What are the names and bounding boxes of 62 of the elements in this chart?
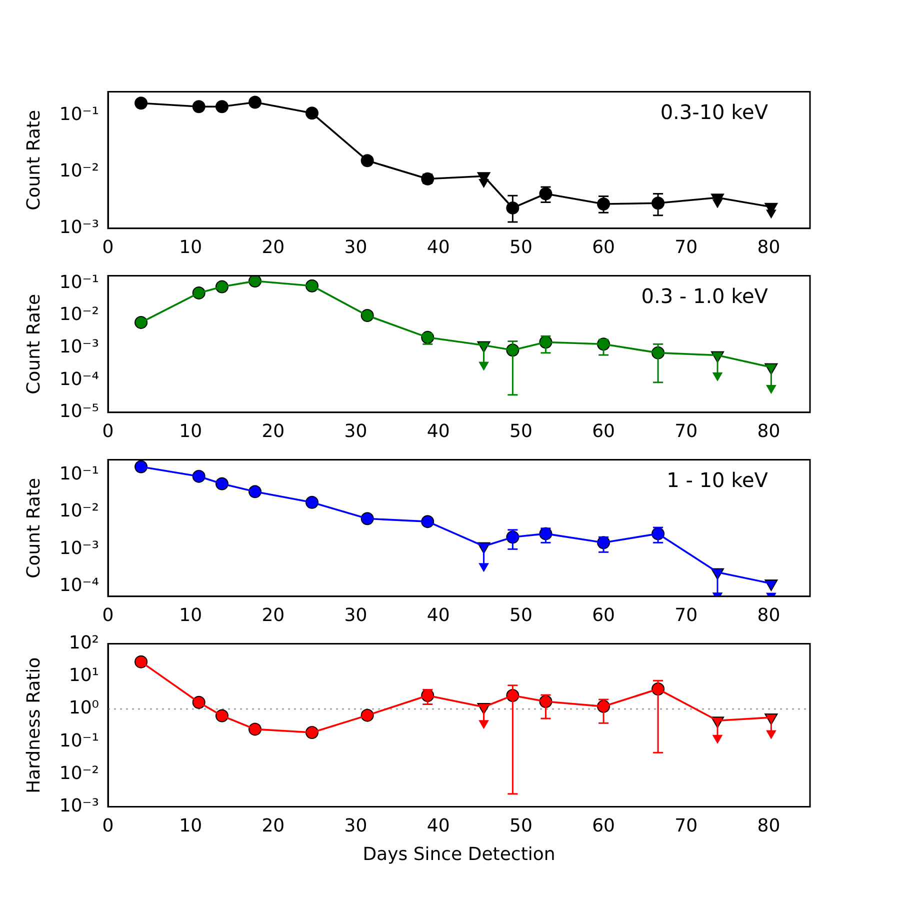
y-tick-label: 10⁻² bbox=[59, 304, 99, 326]
x-tick-label: 40 bbox=[426, 236, 450, 258]
x-tick-label: 20 bbox=[262, 420, 285, 442]
y-axis-title: Count Rate bbox=[23, 478, 44, 578]
annotation: 1 - 10 keV bbox=[666, 468, 768, 492]
y-tick-label: 10⁻³ bbox=[59, 336, 99, 358]
x-tick-label: 40 bbox=[426, 815, 450, 836]
x-tick-label: 30 bbox=[344, 604, 368, 626]
y-tick-label: 10⁻³ bbox=[59, 538, 99, 559]
x-tick-label: 20 bbox=[262, 236, 285, 258]
y-tick-label: 10⁻² bbox=[59, 762, 99, 784]
x-tick-label: 10 bbox=[179, 815, 202, 836]
x-tick-label: 80 bbox=[757, 815, 780, 836]
y-axis-title: Count Rate bbox=[23, 294, 44, 394]
x-tick-label: 50 bbox=[509, 420, 532, 442]
annotation: 0.3 - 1.0 keV bbox=[641, 284, 768, 308]
x-tick-label: 70 bbox=[674, 815, 698, 836]
x-tick-label: 80 bbox=[757, 420, 780, 442]
y-tick-label: 10⁻¹ bbox=[59, 730, 99, 752]
x-tick-label: 70 bbox=[674, 236, 698, 258]
x-tick-label: 20 bbox=[262, 815, 285, 836]
x-tick-label: 20 bbox=[262, 604, 285, 626]
y-axis-title: Hardness Ratio bbox=[23, 657, 44, 794]
x-tick-label: 50 bbox=[509, 236, 532, 258]
y-tick-label: 10⁻¹ bbox=[59, 104, 99, 125]
y-tick-label: 10⁻³ bbox=[59, 217, 99, 238]
x-tick-label: 80 bbox=[757, 604, 780, 626]
y-tick-label: 10⁻² bbox=[59, 500, 99, 522]
x-tick-label: 40 bbox=[426, 420, 450, 442]
x-tick-label: 60 bbox=[592, 604, 615, 626]
x-tick-label: 30 bbox=[344, 420, 368, 442]
y-tick-label: 10⁻⁴ bbox=[59, 575, 99, 596]
x-tick-label: 0 bbox=[102, 236, 114, 258]
y-tick-label: 10⁻¹ bbox=[59, 272, 99, 293]
y-tick-label: 10⁰ bbox=[68, 698, 99, 719]
x-tick-label: 30 bbox=[344, 236, 368, 258]
x-tick-label: 10 bbox=[179, 236, 202, 258]
x-axis-title: Days Since Detection bbox=[362, 844, 556, 865]
y-tick-label: 10⁻⁴ bbox=[59, 368, 99, 390]
x-tick-label: 10 bbox=[179, 604, 202, 626]
x-tick-label: 30 bbox=[344, 815, 368, 836]
y-tick-label: 10⁻³ bbox=[59, 795, 99, 816]
annotation: 0.3-10 keV bbox=[660, 100, 768, 124]
x-tick-label: 0 bbox=[102, 815, 114, 836]
x-tick-label: 60 bbox=[592, 420, 615, 442]
x-tick-label: 70 bbox=[674, 420, 698, 442]
x-tick-label: 10 bbox=[179, 420, 202, 442]
x-tick-label: 80 bbox=[757, 236, 780, 258]
x-tick-label: 0 bbox=[102, 420, 114, 442]
y-tick-label: 10¹ bbox=[68, 665, 99, 686]
y-tick-label: 10⁻² bbox=[59, 160, 99, 182]
x-tick-label: 70 bbox=[674, 604, 698, 626]
y-tick-label: 10² bbox=[68, 632, 99, 654]
x-tick-label: 50 bbox=[509, 604, 532, 626]
y-axis-title: Count Rate bbox=[23, 110, 44, 210]
x-tick-label: 60 bbox=[592, 236, 615, 258]
y-tick-label: 10⁻¹ bbox=[59, 463, 99, 484]
x-tick-label: 40 bbox=[426, 604, 450, 626]
y-tick-label: 10⁻⁵ bbox=[59, 401, 99, 422]
x-tick-label: 0 bbox=[102, 604, 114, 626]
x-tick-label: 60 bbox=[592, 815, 615, 836]
x-tick-label: 50 bbox=[509, 815, 532, 836]
